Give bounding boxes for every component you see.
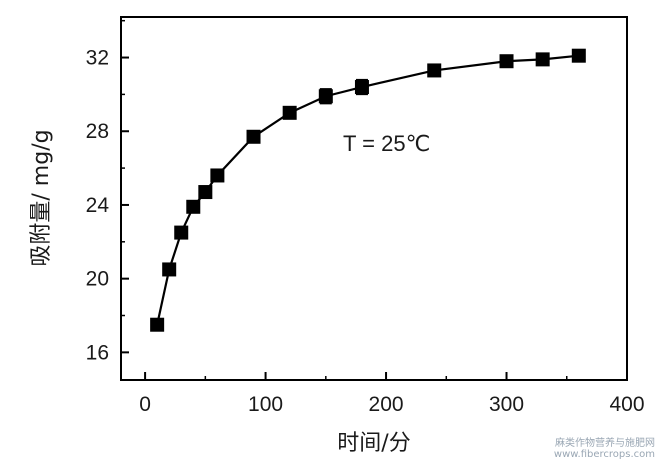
data-point — [571, 48, 586, 63]
data-point — [535, 52, 550, 67]
data-point — [318, 89, 333, 104]
y-tick-label: 20 — [86, 268, 109, 291]
data-point — [282, 105, 297, 120]
y-tick-label: 24 — [86, 194, 110, 217]
plot-frame — [120, 16, 628, 381]
data-point — [162, 262, 177, 277]
data-point — [210, 168, 225, 183]
data-point — [499, 54, 514, 69]
x-tick-label: 100 — [248, 393, 283, 416]
watermark: 麻类作物营养与施肥网 www.fibercrops.com — [554, 438, 655, 460]
y-axis-title: 吸附量/ mg/g — [29, 129, 54, 266]
y-tick-label: 28 — [86, 120, 109, 143]
x-tick-label: 300 — [489, 393, 524, 416]
x-axis-title: 时间/分 — [337, 431, 410, 456]
x-tick-label: 400 — [609, 393, 644, 416]
data-point — [354, 80, 369, 95]
watermark-line-1: 麻类作物营养与施肥网 — [555, 438, 655, 449]
watermark-line-2: www.fibercrops.com — [553, 449, 655, 460]
x-tick-label: 200 — [369, 393, 404, 416]
x-tick-label: 0 — [139, 393, 151, 416]
data-point — [427, 63, 442, 78]
data-point — [174, 225, 189, 240]
data-point — [150, 317, 165, 332]
data-point — [246, 129, 261, 144]
y-tick-label: 16 — [86, 341, 109, 364]
series-line — [156, 54, 579, 325]
data-point — [198, 185, 213, 200]
series-layer — [150, 48, 586, 332]
data-point — [186, 199, 201, 214]
y-tick-label: 32 — [86, 47, 109, 70]
x-axis-ticks: 0 100 200 300 400 — [139, 372, 645, 416]
y-axis-ticks: 16 20 24 28 32 — [86, 19, 129, 364]
annotation-temperature: T = 25℃ — [343, 131, 430, 156]
